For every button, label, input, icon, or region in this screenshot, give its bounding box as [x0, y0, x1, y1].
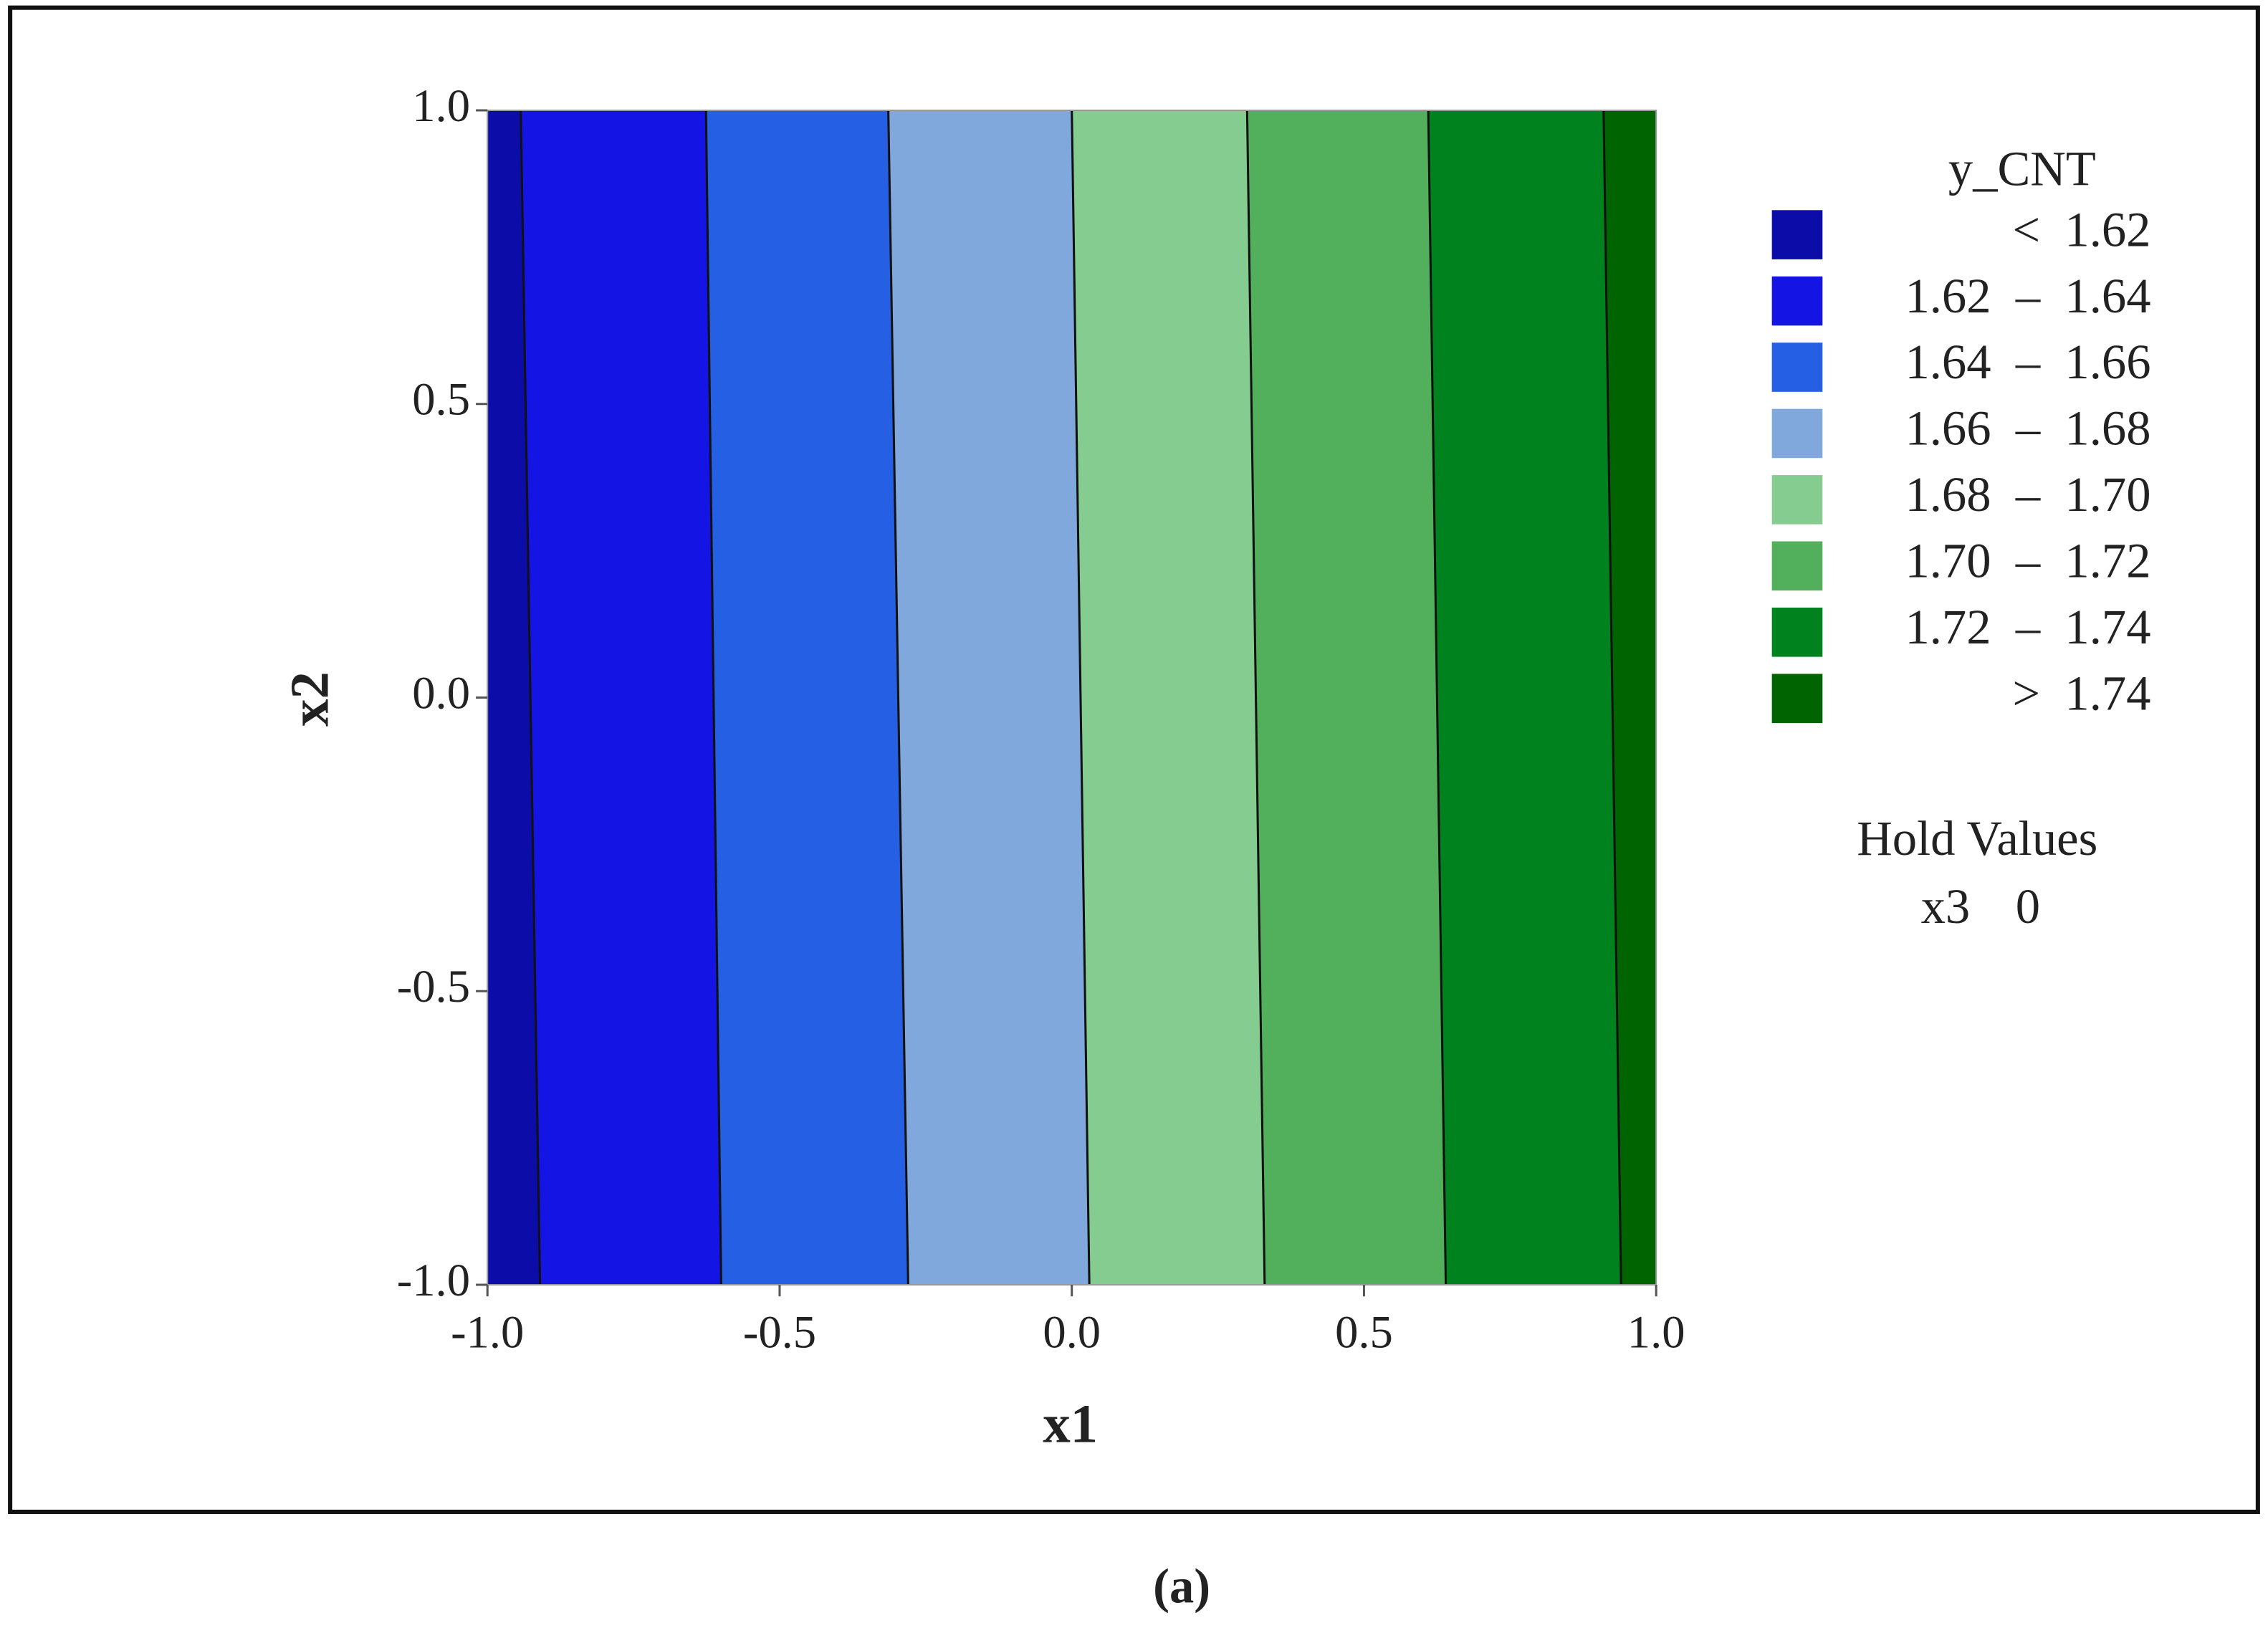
y-tick-label: 0.5 [412, 373, 470, 425]
y-tick-label: -0.5 [397, 960, 470, 1012]
legend-swatch [1771, 607, 1823, 657]
contour-line [704, 110, 722, 1285]
legend-label: > 1.74 [2012, 666, 2150, 720]
frame [8, 5, 2260, 1514]
contour-line [1427, 110, 1448, 1285]
legend-swatch [1771, 541, 1823, 591]
contour-line [887, 110, 909, 1285]
legend-swatch [1771, 408, 1823, 459]
legend-label: 1.64 – 1.66 [1905, 335, 2150, 389]
legend-swatch [1771, 276, 1823, 326]
contour-region [1071, 110, 1265, 1285]
legend-label: 1.72 – 1.74 [1905, 600, 2150, 654]
contour-line [520, 110, 542, 1285]
y-tick-label: 1.0 [412, 80, 470, 131]
legend-swatch [1771, 343, 1823, 392]
legend-label: 1.66 – 1.68 [1905, 401, 2150, 456]
y-tick-label: 0.0 [412, 666, 470, 718]
contour-region [888, 110, 1090, 1285]
contour-region [487, 110, 540, 1285]
contour-region [706, 110, 909, 1285]
contour-line [1245, 110, 1266, 1285]
contour-line [1602, 110, 1622, 1285]
hold-name: x3 [1921, 879, 1971, 934]
legend-label: 1.62 – 1.64 [1905, 269, 2150, 323]
legend-label: 1.68 – 1.70 [1905, 467, 2150, 522]
hold-title: Hold Values [1857, 811, 2097, 866]
contour-region [520, 110, 722, 1285]
hold-value: 0 [2016, 879, 2040, 934]
contour-region [1603, 110, 1657, 1285]
x-tick-label: 1.0 [1627, 1306, 1685, 1358]
legend-swatch [1771, 674, 1823, 724]
x-tick-label: -0.5 [743, 1306, 816, 1358]
legend-swatch [1771, 475, 1823, 525]
legend-label: < 1.62 [2012, 202, 2150, 257]
contour-region [1247, 110, 1446, 1285]
x-axis-label: x1 [1043, 1393, 1098, 1454]
legend-label: 1.70 – 1.72 [1905, 534, 2150, 588]
caption: (a) [1153, 1559, 1210, 1614]
legend-swatch [1771, 210, 1823, 259]
x-tick-label: -1.0 [451, 1306, 524, 1358]
contour-region [1428, 110, 1622, 1285]
x-tick-label: 0.0 [1043, 1306, 1101, 1358]
legend-title: y_CNT [1948, 142, 2096, 196]
y-tick-label: -1.0 [397, 1254, 470, 1306]
x-tick-label: 0.5 [1335, 1306, 1393, 1358]
contour-line [1071, 110, 1091, 1285]
y-axis-label: x2 [279, 671, 340, 727]
